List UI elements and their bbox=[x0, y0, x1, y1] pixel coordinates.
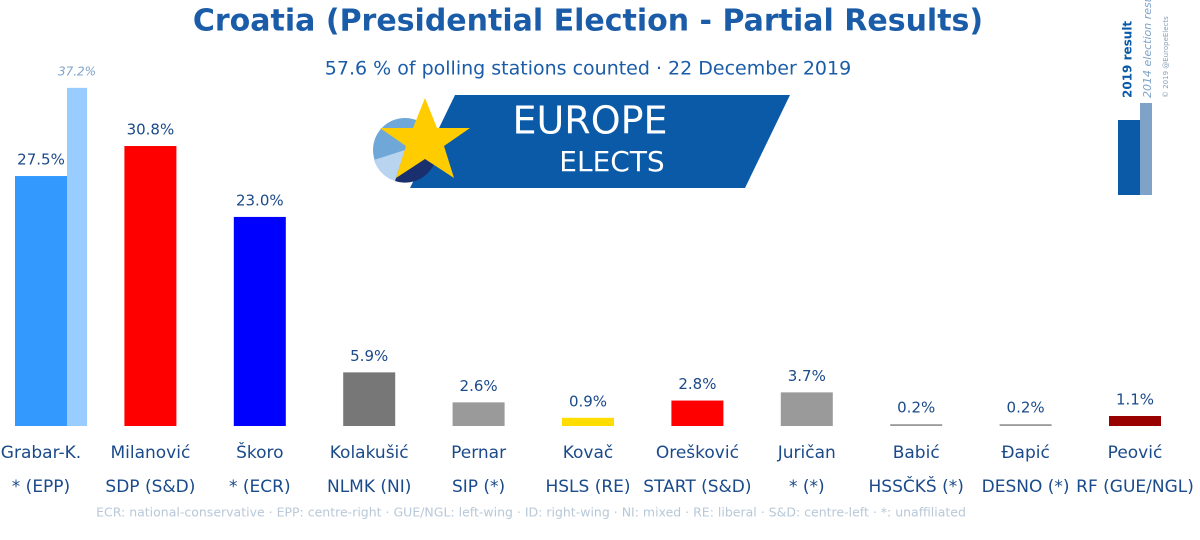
category-label: Kolakušić bbox=[330, 443, 409, 463]
bar bbox=[999, 424, 1052, 426]
logo: EUROPE ELECTS bbox=[373, 95, 790, 188]
value-label: 27.5% bbox=[17, 151, 65, 169]
bar bbox=[233, 216, 286, 426]
bar-2014 bbox=[67, 87, 87, 427]
copyright: © 2019 @EuropeElects bbox=[1162, 16, 1170, 98]
category-label: Peović bbox=[1108, 443, 1163, 463]
party-label: HSLS (RE) bbox=[545, 477, 630, 497]
category-label: Pernar bbox=[451, 443, 506, 463]
legend-swatch bbox=[1118, 120, 1140, 195]
legend-label: 2014 election result bbox=[1141, 0, 1154, 98]
bar bbox=[15, 176, 67, 426]
value-label: 2.8% bbox=[678, 375, 716, 393]
category-label: Juričan bbox=[777, 443, 836, 463]
chart-subtitle: 57.6 % of polling stations counted · 22 … bbox=[325, 58, 851, 80]
party-label: START (S&D) bbox=[643, 477, 751, 497]
party-label: HSSČKŠ (*) bbox=[869, 475, 964, 497]
value-label: 0.2% bbox=[897, 399, 935, 417]
value-label: 0.9% bbox=[569, 392, 607, 410]
bar bbox=[890, 424, 943, 426]
value-label: 23.0% bbox=[236, 191, 284, 209]
bar bbox=[562, 417, 614, 426]
value-label: 3.7% bbox=[788, 367, 826, 385]
value-label: 5.9% bbox=[350, 347, 388, 365]
value-label-2014: 37.2% bbox=[58, 64, 96, 78]
value-label: 1.1% bbox=[1116, 391, 1154, 409]
party-label: NLMK (NI) bbox=[327, 477, 411, 497]
legend-swatch bbox=[1140, 103, 1152, 195]
category-label: Kovač bbox=[563, 443, 614, 463]
bar bbox=[671, 400, 724, 426]
bar bbox=[343, 372, 396, 426]
legend-label: 2019 result bbox=[1121, 21, 1135, 98]
party-label: * (EPP) bbox=[12, 477, 70, 497]
footnote: ECR: national-conservative · EPP: centre… bbox=[96, 505, 966, 520]
party-label: SDP (S&D) bbox=[105, 477, 195, 497]
bar bbox=[1109, 416, 1161, 426]
bar bbox=[124, 146, 177, 426]
category-label: Đapić bbox=[1001, 443, 1049, 463]
value-label: 2.6% bbox=[460, 377, 498, 395]
category-label: Milanović bbox=[110, 443, 190, 463]
category-label: Babić bbox=[893, 443, 940, 463]
party-label: DESNO (*) bbox=[982, 477, 1070, 497]
category-label: Orešković bbox=[656, 443, 739, 463]
party-label: RF (GUE/NGL) bbox=[1076, 477, 1194, 497]
category-label: Škoro bbox=[236, 441, 283, 463]
value-label: 0.2% bbox=[1007, 399, 1045, 417]
party-label: * (*) bbox=[789, 477, 825, 497]
logo-text: ELECTS bbox=[559, 145, 664, 178]
party-label: * (ECR) bbox=[229, 477, 291, 497]
logo-text: EUROPE bbox=[512, 99, 667, 143]
chart-title: Croatia (Presidential Election - Partial… bbox=[193, 4, 983, 39]
category-label: Grabar-K. bbox=[1, 443, 81, 463]
bar bbox=[780, 392, 833, 426]
value-label: 30.8% bbox=[127, 121, 175, 139]
party-label: SIP (*) bbox=[452, 477, 505, 497]
bar bbox=[452, 402, 505, 426]
